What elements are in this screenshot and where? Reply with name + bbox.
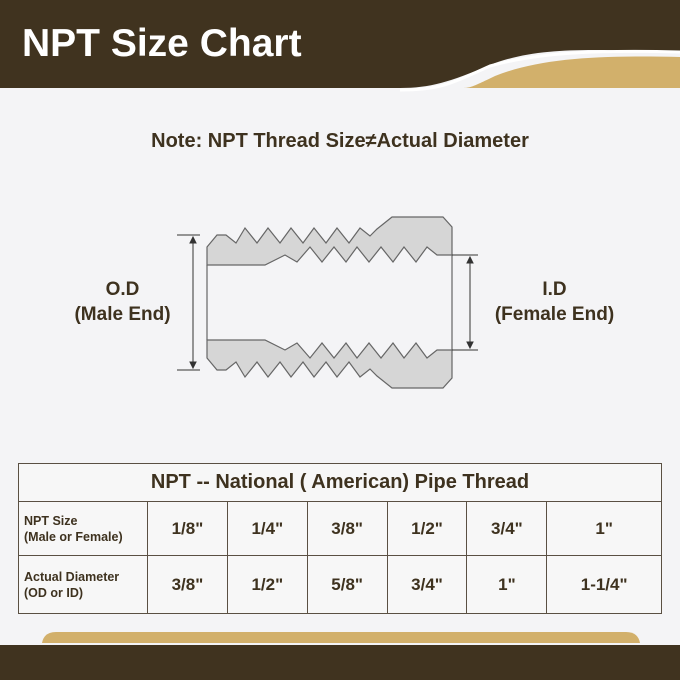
footer-banner (0, 645, 680, 680)
note-text: Note: NPT Thread Size≠Actual Diameter (151, 130, 529, 152)
fitting-bottom-wall (206, 339, 453, 389)
table-cell: 1-1/4" (546, 555, 662, 614)
row-header-line: Actual Diameter (24, 569, 120, 584)
row-header: NPT Size (Male or Female) (18, 501, 148, 556)
fitting-diagram (206, 216, 453, 389)
od-subtitle: (Male End) (74, 304, 171, 325)
footer-gold-bar (42, 632, 640, 643)
fitting-top-wall (206, 216, 453, 266)
table-row: Actual Diameter (OD or ID) 3/8" 1/2" 5/8"… (18, 555, 662, 614)
table-cell: 3/8" (306, 501, 388, 556)
row-header: Actual Diameter (OD or ID) (18, 555, 148, 614)
table-cell: 1/2" (226, 555, 308, 614)
table-caption: NPT -- National ( American) Pipe Thread (18, 463, 662, 502)
row-header-sub: (OD or ID) (24, 585, 84, 600)
od-dimension-arrow (177, 234, 200, 371)
od-label: O.D (Male End) (60, 277, 185, 327)
table-cell: 1/2" (386, 501, 468, 556)
table-cell: 1/8" (147, 501, 228, 556)
row-header-sub: (Male or Female) (24, 529, 123, 544)
table-cell: 3/4" (466, 501, 548, 556)
table-cell: 1/4" (226, 501, 308, 556)
row-header-line: NPT Size (24, 513, 78, 528)
header-white-curve (399, 49, 680, 92)
id-dimension-arrow (452, 254, 478, 351)
id-subtitle: (Female End) (494, 304, 615, 325)
header-gold-swoosh (460, 56, 680, 88)
table-cell: 3/8" (147, 555, 228, 614)
id-label: I.D (Female End) (482, 277, 627, 327)
table-cell: 3/4" (386, 555, 468, 614)
table-row: NPT Size (Male or Female) 1/8" 1/4" 3/8" … (18, 501, 662, 556)
table-cell: 1" (546, 501, 662, 556)
od-title: O.D (105, 279, 140, 300)
table-cell: 1" (466, 555, 548, 614)
npt-size-table: NPT -- National ( American) Pipe Thread … (18, 463, 662, 614)
id-title: I.D (542, 279, 567, 300)
table-cell: 5/8" (306, 555, 388, 614)
page-title: NPT Size Chart (22, 22, 302, 65)
header-banner (0, 0, 680, 88)
